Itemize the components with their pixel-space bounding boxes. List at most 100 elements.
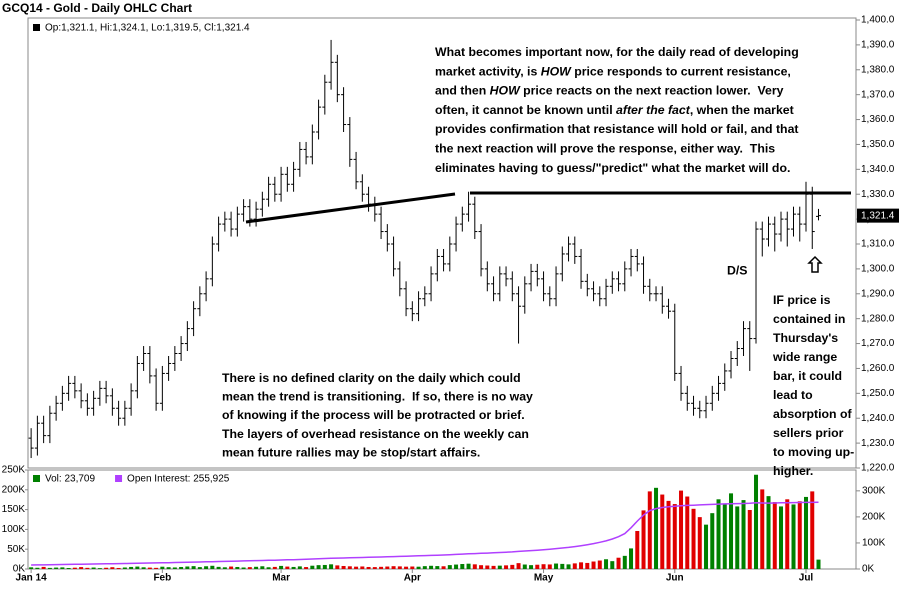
y-tick-label: 1,310.0 [861, 239, 895, 250]
volume-bar [672, 504, 677, 569]
y-tick-label: 50K [7, 544, 25, 555]
volume-bar [429, 565, 434, 569]
volume-bar [816, 559, 821, 569]
annotation-run: higher. [773, 464, 813, 478]
annotation-run: The layers of overhead resistance on the… [222, 427, 529, 441]
volume-bar [66, 568, 71, 569]
volume-bar [47, 567, 52, 569]
volume-bar [704, 524, 709, 569]
volume-bar [616, 557, 621, 569]
volume-bar [135, 566, 140, 569]
price-panel [27, 17, 857, 469]
x-tick-label: Feb [153, 573, 171, 584]
volume-bar [560, 563, 565, 569]
volume-bar [247, 567, 252, 569]
annotation-run: , when the market [690, 103, 794, 117]
volume-bar [147, 567, 152, 569]
annotation-line: provides confirmation that resistance wi… [435, 122, 799, 136]
volume-bar [72, 567, 77, 569]
volume-bar [516, 563, 521, 569]
annotation-run: HOW [541, 65, 572, 79]
annotation-run: wide range [772, 350, 837, 364]
volume-bar [129, 566, 134, 569]
volume-bar [341, 565, 346, 569]
annotation-ds: D/S [727, 263, 748, 277]
x-tick-label: Jun [666, 573, 684, 584]
annotation-run: provides confirmation that resistance wi… [435, 122, 799, 136]
volume-bar [372, 567, 377, 569]
volume-bar [35, 567, 40, 569]
volume-bar [554, 563, 559, 569]
volume-bar [197, 567, 202, 569]
volume-bar [566, 564, 571, 569]
volume-bar [610, 561, 615, 569]
volume-bar [329, 564, 334, 569]
volume-bar [416, 566, 421, 569]
annotation-line: the next reaction will prove the respons… [435, 142, 775, 156]
volume-bar [379, 566, 384, 569]
volume-bar [41, 566, 46, 569]
volume-bar [285, 566, 290, 569]
y-tick-label: 1,340.0 [861, 164, 895, 175]
y2-tick-label: 0K [862, 564, 875, 575]
volume-bar [385, 566, 390, 569]
y-tick-label: 1,240.0 [861, 413, 895, 424]
volume-bar [485, 565, 490, 569]
y-tick-label: 1,300.0 [861, 264, 895, 275]
annotation-run: of knowing if the process will be protra… [222, 408, 525, 422]
annotation-line: bar, it could [773, 369, 842, 383]
y-tick-label: 150K [2, 504, 26, 515]
volume-bar [154, 567, 159, 569]
volume-bar [60, 567, 65, 569]
volume-bar [29, 567, 34, 569]
volume-bar [447, 565, 452, 569]
annotation-line: eliminates having to guess/"predict" wha… [435, 161, 790, 175]
annotation-line: The layers of overhead resistance on the… [222, 427, 529, 441]
volume-bar [641, 510, 646, 569]
annotation-line: market activity, is HOW price responds t… [435, 65, 791, 79]
volume-bar [441, 566, 446, 569]
annotation-line: sellers prior [773, 426, 844, 440]
annotation-line: to moving up- [773, 445, 854, 459]
volume-bar [254, 566, 259, 569]
volume-bar [54, 567, 59, 569]
volume-bar [535, 564, 540, 569]
y-tick-label: 1,260.0 [861, 363, 895, 374]
volume-bar [741, 500, 746, 569]
y-tick-label: 1,270.0 [861, 338, 895, 349]
y-tick-label: 1,380.0 [861, 64, 895, 75]
volume-bar [397, 566, 402, 569]
annotation-line: wide range [772, 350, 837, 364]
x-tick-label: Jul [799, 573, 814, 584]
annotation-run: price responds to current resistance, [571, 65, 791, 79]
volume-bar [747, 509, 752, 569]
volume-bar [716, 499, 721, 569]
legend-swatch [115, 475, 123, 482]
volume-bar [491, 565, 496, 569]
annotation-line: and then HOW price reacts on the next re… [435, 84, 784, 98]
y-tick-label: 1,360.0 [861, 114, 895, 125]
annotation-run: bar, it could [773, 369, 842, 383]
volume-bar [785, 499, 790, 569]
volume-bar [604, 559, 609, 569]
volume-bar [272, 566, 277, 569]
volume-bar [654, 487, 659, 569]
y2-tick-label: 100K [862, 538, 886, 549]
legend-label: Open Interest: 255,925 [127, 474, 230, 485]
volume-bar [304, 567, 309, 569]
volume-bar [185, 566, 190, 569]
volume-bar [366, 566, 371, 569]
y-tick-label: 100K [2, 524, 26, 535]
legend-swatch [33, 24, 40, 31]
annotation-line: contained in [773, 312, 845, 326]
volume-bar [229, 566, 234, 569]
volume-bar [172, 567, 177, 569]
volume-bar [435, 566, 440, 569]
volume-bar [660, 494, 665, 569]
annotation-run: lead to [773, 388, 813, 402]
volume-bar [810, 491, 815, 569]
volume-bar [497, 565, 502, 569]
volume-bar [629, 548, 634, 569]
annotation-run: contained in [773, 312, 845, 326]
